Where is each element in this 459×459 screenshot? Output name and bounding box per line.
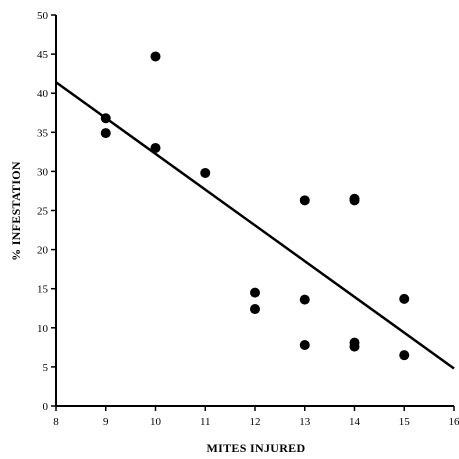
y-axis-label: % INFESTATION — [9, 161, 23, 261]
data-point — [399, 293, 410, 304]
data-point — [250, 304, 260, 315]
y-tick-label: 45 — [37, 49, 49, 61]
x-tick-label: 15 — [399, 416, 411, 428]
data-point — [150, 51, 161, 62]
y-tick-label: 35 — [37, 127, 49, 139]
data-point — [200, 167, 211, 178]
x-tick-label: 8 — [53, 416, 59, 428]
data-point — [349, 195, 360, 206]
y-axis-ticks: 0 5 10 15 20 25 30 35 40 45 50 — [37, 10, 56, 413]
data-point — [399, 350, 410, 361]
trend-line — [55, 81, 455, 370]
y-tick-label: 40 — [37, 88, 49, 100]
x-tick-label: 13 — [299, 416, 311, 428]
y-tick-label: 0 — [43, 401, 49, 413]
data-point — [299, 195, 310, 206]
data-point — [100, 128, 111, 139]
x-tick-label: 12 — [250, 416, 261, 428]
data-point — [100, 113, 111, 124]
x-tick-label: 11 — [200, 416, 211, 428]
y-tick-label: 20 — [37, 245, 49, 257]
x-tick-label: 14 — [349, 416, 361, 428]
x-tick-label: 9 — [103, 416, 109, 428]
y-tick-label: 50 — [37, 10, 49, 22]
y-tick-label: 5 — [43, 362, 49, 374]
y-tick-label: 10 — [37, 323, 49, 335]
y-tick-label: 15 — [37, 284, 49, 296]
x-axis-label: MITES INJURED — [207, 441, 306, 455]
data-point — [299, 340, 310, 351]
data-points — [100, 51, 410, 361]
x-tick-label: 10 — [150, 416, 162, 428]
y-tick-label: 25 — [37, 206, 49, 218]
data-point — [250, 287, 260, 298]
y-tick-label: 30 — [37, 166, 49, 178]
data-point — [299, 294, 310, 305]
data-point — [349, 341, 360, 352]
x-axis-ticks: 8 9 10 11 12 13 14 15 16 — [53, 406, 459, 428]
x-tick-label: 16 — [449, 416, 459, 428]
data-point — [150, 142, 161, 153]
